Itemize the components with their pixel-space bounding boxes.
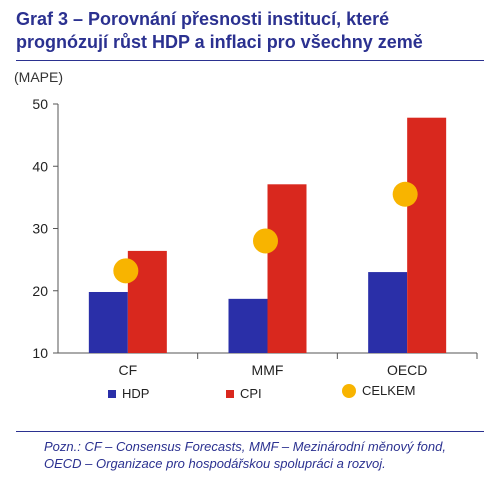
legend-item-celkem: CELKEM	[342, 383, 415, 398]
legend-label-cpi: CPI	[240, 386, 262, 401]
y-tick-label: 40	[32, 158, 48, 174]
title-divider	[16, 60, 484, 61]
bar-hdp-oecd	[368, 272, 408, 353]
point-celkem-mmf	[253, 228, 278, 254]
y-tick-label: 20	[32, 283, 48, 299]
note-divider	[16, 431, 484, 432]
x-tick-label: OECD	[387, 362, 427, 378]
bar-cpi-oecd	[407, 117, 447, 353]
chart-title: Graf 3 – Porovnání přesnosti institucí, …	[16, 9, 423, 52]
x-tick-label: CF	[118, 362, 137, 378]
y-axis-unit: (MAPE)	[14, 69, 63, 85]
legend-swatch-cpi	[226, 389, 234, 398]
bar-hdp-cf	[88, 291, 128, 353]
chart-note: Pozn.: CF – Consensus Forecasts, MMF – M…	[44, 439, 446, 471]
legend-item-cpi: CPI	[226, 386, 262, 401]
legend-label-hdp: HDP	[122, 386, 150, 401]
legend-swatch-hdp	[108, 389, 116, 398]
y-tick-label: 30	[32, 221, 48, 237]
x-tick-label: MMF	[252, 362, 284, 378]
point-celkem-cf	[113, 258, 139, 284]
legend-swatch-celkem	[342, 383, 356, 398]
point-celkem-oecd	[392, 181, 418, 207]
legend-label-celkem: CELKEM	[362, 383, 416, 398]
y-tick-label: 10	[32, 345, 48, 361]
bar-hdp-mmf	[228, 298, 268, 353]
chart-legend: HDP CPI CELKEM	[0, 383, 500, 406]
bar-cpi-mmf	[267, 184, 307, 353]
chart-axes: 10 20 30 40 50 CF MMF OECD	[32, 96, 478, 378]
chart-marks	[88, 117, 447, 353]
y-tick-label: 50	[32, 96, 48, 112]
legend-item-hdp: HDP	[108, 386, 149, 401]
